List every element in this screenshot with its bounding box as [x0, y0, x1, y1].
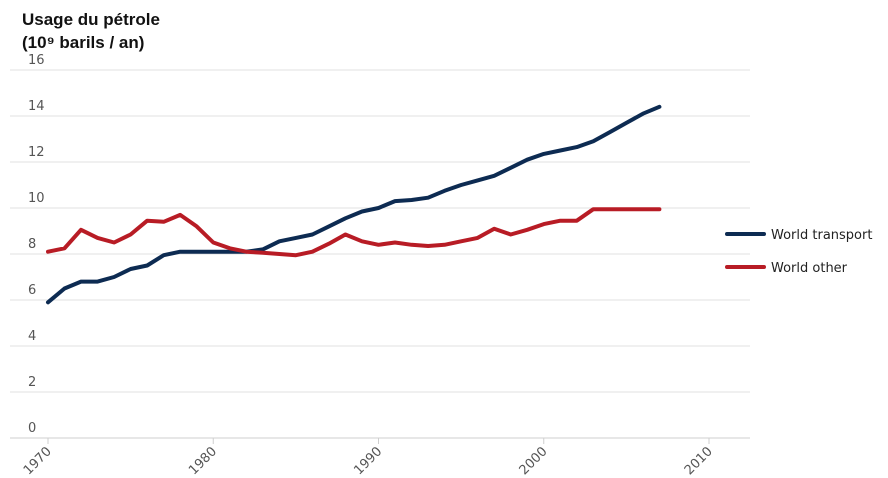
x-axis: 1970 1980 1990 2000 2010	[10, 437, 750, 478]
x-tick-label-1990: 1990	[351, 444, 385, 478]
y-axis-ticks: 0 2 4 6 8 10 12 14 16	[28, 53, 45, 436]
y-tick-label-4: 4	[28, 329, 36, 344]
series-line-world-transport	[46, 104, 662, 305]
legend: World transport World other	[725, 228, 872, 276]
x-tick-label-1980: 1980	[186, 444, 220, 478]
legend-label-world-transport: World transport	[771, 228, 872, 243]
gridlines	[10, 69, 750, 439]
y-tick-label-12: 12	[28, 145, 45, 160]
legend-label-world-other: World other	[771, 261, 848, 276]
series-line-world-other	[46, 207, 662, 258]
y-tick-label-6: 6	[28, 283, 36, 298]
chart-title-line-1: Usage du pétrole	[22, 10, 160, 29]
x-tick-label-2010: 2010	[682, 444, 716, 478]
x-tick-label-1970: 1970	[21, 444, 55, 478]
y-tick-label-0: 0	[28, 421, 36, 436]
y-tick-label-10: 10	[28, 191, 45, 206]
series-lines	[46, 104, 662, 305]
y-tick-label-14: 14	[28, 99, 45, 114]
chart-title-line-2: (10⁹ barils / an)	[22, 33, 144, 52]
chart-title: Usage du pétrole (10⁹ barils / an)	[22, 10, 160, 52]
y-tick-label-2: 2	[28, 375, 36, 390]
x-tick-label-2000: 2000	[517, 444, 551, 478]
y-tick-label-8: 8	[28, 237, 36, 252]
y-tick-label-16: 16	[28, 53, 45, 68]
